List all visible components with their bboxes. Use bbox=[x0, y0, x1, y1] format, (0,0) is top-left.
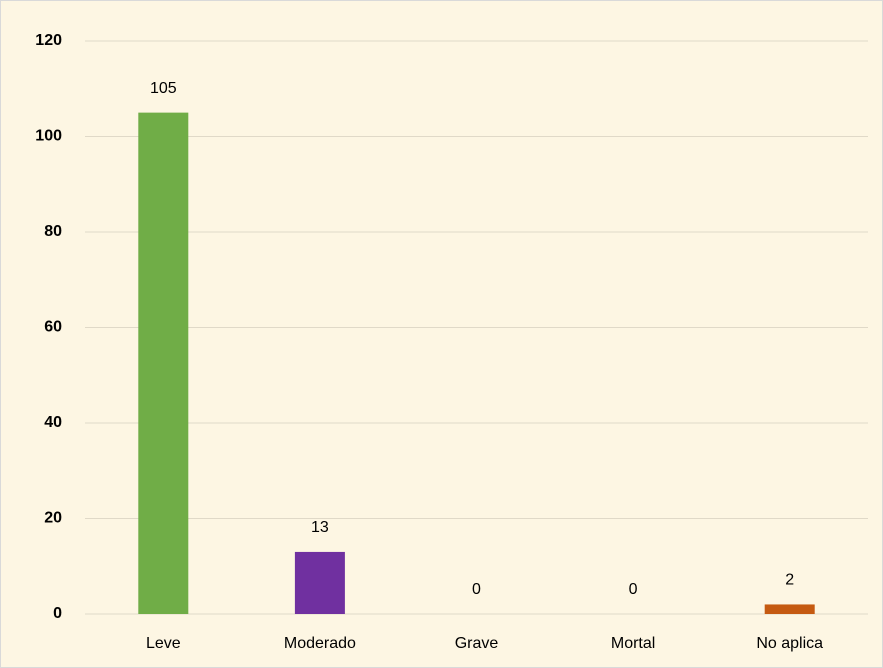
x-tick-label: Moderado bbox=[284, 635, 356, 652]
y-tick-label: 20 bbox=[44, 510, 62, 527]
x-tick-label: Mortal bbox=[611, 635, 655, 652]
data-label: 0 bbox=[629, 581, 638, 598]
data-label: 13 bbox=[311, 519, 329, 536]
data-label: 0 bbox=[472, 581, 481, 598]
y-tick-label: 40 bbox=[44, 414, 62, 431]
x-tick-label: No aplica bbox=[756, 635, 823, 652]
y-tick-label: 80 bbox=[44, 223, 62, 240]
bar bbox=[294, 551, 345, 614]
data-label: 105 bbox=[150, 80, 177, 97]
bar bbox=[138, 112, 189, 614]
y-tick-label: 100 bbox=[35, 128, 62, 145]
data-label: 2 bbox=[785, 572, 794, 589]
y-tick-label: 60 bbox=[44, 319, 62, 336]
x-tick-label: Grave bbox=[455, 635, 499, 652]
y-tick-label: 120 bbox=[35, 32, 62, 49]
x-tick-label: Leve bbox=[146, 635, 181, 652]
bar bbox=[764, 604, 815, 614]
y-tick-label: 0 bbox=[53, 605, 62, 622]
